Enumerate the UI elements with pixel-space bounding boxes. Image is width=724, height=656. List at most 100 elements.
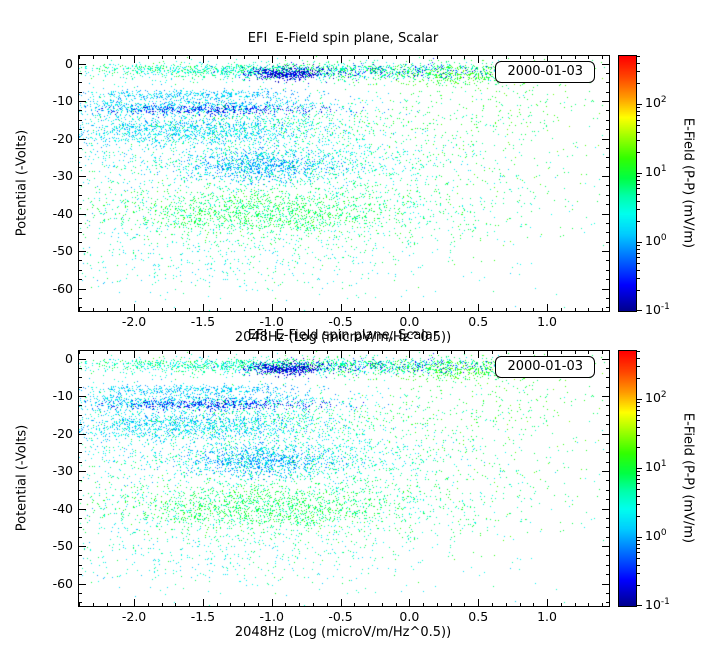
- y-tick-label: 0: [65, 350, 73, 366]
- x-tick: [258, 603, 259, 606]
- x-tick: [561, 308, 562, 311]
- x-tick: [354, 603, 355, 606]
- colorbar-tick: [637, 173, 642, 175]
- date-label-top: 2000-01-03: [495, 61, 595, 83]
- y-tick: [606, 518, 609, 519]
- y-tick: [79, 434, 86, 435]
- y-tick: [606, 73, 609, 74]
- y-tick: [79, 270, 82, 271]
- x-tick: [354, 308, 355, 311]
- scatter-canvas-bottom: [79, 351, 609, 606]
- x-tick: [464, 351, 465, 354]
- y-tick: [79, 396, 86, 397]
- x-tick: [547, 599, 548, 606]
- plot-area-bottom: 2000-01-03 -2.0 -1.5 -1.0 -0.5 0.0 0.5 1.0 0 -10…: [53, 350, 610, 624]
- colorbar-tick: [637, 310, 642, 311]
- colorbar-top: 10-1 100 101 102: [618, 55, 670, 317]
- y-tick: [602, 471, 609, 472]
- colorbar-minor-tick: [637, 209, 640, 211]
- x-tick: [396, 308, 397, 311]
- y-tick: [602, 359, 609, 360]
- y-tick-label: -20: [52, 425, 73, 441]
- y-tick: [606, 368, 609, 369]
- colorbar-label-bottom: E-Field (P-P) (mV/m): [680, 412, 696, 544]
- x-tick: [464, 308, 465, 311]
- y-tick: [79, 251, 86, 252]
- y-tick: [79, 499, 82, 500]
- y-tick: [606, 185, 609, 186]
- x-tick: [561, 603, 562, 606]
- y-tick: [79, 176, 86, 177]
- x-tick: [437, 351, 438, 354]
- x-tick: [547, 304, 548, 311]
- y-tick-label: -50: [52, 243, 73, 258]
- x-tick: [423, 308, 424, 311]
- colorbar-minor-tick: [637, 278, 640, 280]
- x-tick: [451, 603, 452, 606]
- colorbar-tick: [637, 242, 642, 244]
- y-tick: [79, 120, 82, 121]
- y-tick: [606, 443, 609, 444]
- x-tick: [79, 308, 80, 311]
- x-tick: [272, 56, 273, 63]
- colorbar-minor-tick: [637, 114, 640, 116]
- colorbar-minor-tick: [637, 200, 640, 202]
- colorbar-minor-tick: [637, 585, 640, 587]
- x-tick: [368, 308, 369, 311]
- colorbar-label-top: E-Field (P-P) (mV/m): [680, 117, 696, 249]
- y-tick: [606, 82, 609, 83]
- y-tick-label: -40: [52, 500, 73, 516]
- y-tick: [79, 602, 82, 603]
- x-tick-label: -1.5: [190, 314, 216, 329]
- y-tick: [602, 584, 609, 585]
- x-tick: [409, 304, 410, 311]
- x-tick: [313, 351, 314, 354]
- colorbar-tick: [637, 104, 642, 106]
- colorbar-tick: [637, 468, 642, 470]
- x-tick: [575, 308, 576, 311]
- x-tick-label: 1.0: [537, 609, 557, 624]
- x-tick: [341, 56, 342, 63]
- y-tick: [602, 101, 609, 102]
- colorbar-bottom: 10-1 100 101 102: [618, 350, 670, 612]
- y-tick: [79, 185, 82, 186]
- colorbar-tick-label: 102: [645, 95, 667, 111]
- x-tick: [189, 56, 190, 59]
- y-tick: [606, 452, 609, 453]
- colorbar-gradient-top: [619, 56, 636, 311]
- colorbar-minor-tick: [637, 245, 640, 247]
- x-tick: [175, 56, 176, 59]
- y-tick-label: -30: [52, 168, 73, 183]
- y-tick: [79, 584, 86, 585]
- x-tick: [602, 308, 603, 311]
- x-tick: [506, 603, 507, 606]
- x-tick: [203, 304, 204, 311]
- colorbar-minor-tick: [637, 193, 640, 195]
- y-tick-label: -60: [52, 280, 73, 296]
- x-tick: [148, 308, 149, 311]
- x-tick: [382, 308, 383, 311]
- x-tick: [299, 308, 300, 311]
- x-tick: [464, 603, 465, 606]
- y-tick: [79, 214, 86, 215]
- x-tick: [148, 56, 149, 59]
- y-tick: [606, 260, 609, 261]
- colorbar-minor-tick: [637, 56, 640, 58]
- y-tick: [79, 204, 82, 205]
- y-tick: [606, 462, 609, 463]
- colorbar-tick: [637, 537, 642, 539]
- colorbar-minor-tick: [637, 107, 640, 109]
- chart-title-bottom: EFI E-Field spin plane, Scalar: [247, 328, 439, 343]
- y-tick: [79, 129, 82, 130]
- colorbar-minor-tick: [637, 71, 640, 73]
- x-tick: [492, 351, 493, 354]
- y-tick: [79, 307, 82, 308]
- colorbar-tick-label: 101: [645, 459, 667, 475]
- colorbar-tick-label: 101: [645, 164, 667, 180]
- x-tick: [396, 56, 397, 59]
- colorbar-minor-tick: [637, 478, 640, 480]
- y-tick: [602, 64, 609, 65]
- x-tick: [272, 599, 273, 606]
- x-tick: [217, 603, 218, 606]
- x-tick: [423, 56, 424, 59]
